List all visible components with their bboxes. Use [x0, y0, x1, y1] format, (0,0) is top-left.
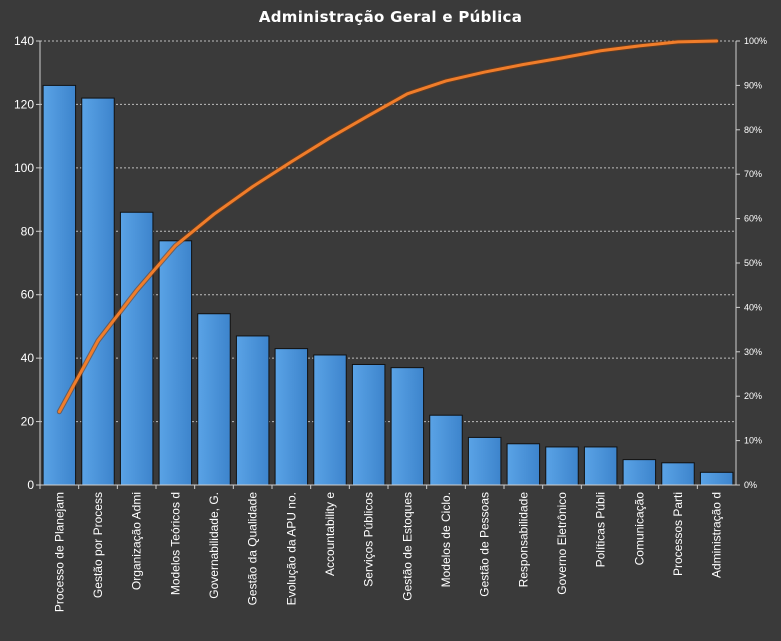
bar: [351, 363, 386, 486]
secondary-y-axis-ticks: 0% 10% 20% 30% 40% 50% 60% 70% 80% 90% 100%: [736, 36, 767, 490]
cumulative-line-series: [56, 38, 720, 415]
bar: [274, 348, 309, 486]
x-tick-label: Responsabilidade: [516, 492, 530, 588]
x-tick-label: Governabilidade, G.: [207, 492, 221, 599]
y2-tick-label: 90%: [744, 80, 762, 90]
y2-tick-label: 70%: [744, 169, 762, 179]
chart-title: Administração Geral e Pública: [258, 8, 523, 26]
y-tick-label: 140: [14, 34, 34, 48]
bar: [699, 471, 734, 486]
x-axis-ticks: Processo de Planejam Gestão por Process Or…: [39, 485, 724, 612]
y-tick-label: 80: [21, 224, 35, 238]
y2-tick-label: 100%: [744, 36, 767, 46]
y2-tick-label: 0%: [744, 480, 757, 490]
bar: [622, 459, 657, 486]
y2-tick-label: 60%: [744, 214, 762, 224]
x-tick-label: Modelos Teóricos d: [168, 492, 182, 595]
bar: [197, 313, 231, 486]
x-tick-label: Organização Admi: [130, 492, 144, 590]
y-tick-label: 120: [14, 97, 34, 111]
bar: [429, 414, 463, 486]
bar: [158, 240, 193, 486]
y2-tick-label: 30%: [744, 347, 762, 357]
x-tick-label: Processo de Planejam: [52, 492, 66, 612]
bar: [235, 335, 270, 486]
gridlines: [40, 40, 736, 423]
x-tick-label: Evolução da APU no.: [284, 492, 298, 605]
bar: [390, 367, 425, 486]
bar: [42, 84, 77, 486]
x-tick-label: Serviços Públicos: [362, 492, 376, 587]
bar: [81, 97, 115, 486]
bar: [583, 446, 618, 486]
y2-tick-label: 10%: [744, 436, 762, 446]
cumulative-line-shadow: [56, 38, 720, 415]
y-tick-label: 40: [21, 351, 35, 365]
x-tick-label: Políticas Públi: [594, 492, 608, 567]
bar: [467, 436, 502, 486]
y-tick-label: 0: [27, 478, 34, 492]
y-tick-label: 60: [21, 288, 35, 302]
x-tick-label: Processos Parti: [671, 492, 685, 576]
y-axis-ticks: 0 20 40 60 80 100 120 140: [14, 34, 40, 492]
x-tick-label: Modelos de Ciclo.: [439, 492, 453, 587]
y2-tick-label: 80%: [744, 125, 762, 135]
y-tick-label: 20: [21, 415, 35, 429]
x-tick-label: Administração d: [710, 492, 724, 578]
bar: [661, 462, 695, 486]
x-tick-label: Comunicação: [632, 492, 646, 566]
x-tick-label: Accountability e: [323, 492, 337, 576]
y2-tick-label: 20%: [744, 391, 762, 401]
bar-series: [42, 84, 734, 486]
x-tick-label: Governo Eletrônico: [555, 492, 569, 595]
bar: [545, 446, 579, 486]
y2-tick-label: 50%: [744, 258, 762, 268]
y2-tick-label: 40%: [744, 302, 762, 312]
cumulative-line: [57, 39, 719, 414]
bar: [119, 211, 154, 486]
x-tick-label: Gestão por Process: [91, 492, 105, 598]
bar: [506, 443, 541, 486]
x-tick-label: Gestão da Qualidade: [246, 492, 260, 606]
x-tick-label: Gestão de Estoques: [400, 492, 414, 601]
y-tick-label: 100: [14, 161, 34, 175]
bar: [313, 354, 347, 486]
x-tick-label: Gestão de Pessoas: [478, 492, 492, 597]
